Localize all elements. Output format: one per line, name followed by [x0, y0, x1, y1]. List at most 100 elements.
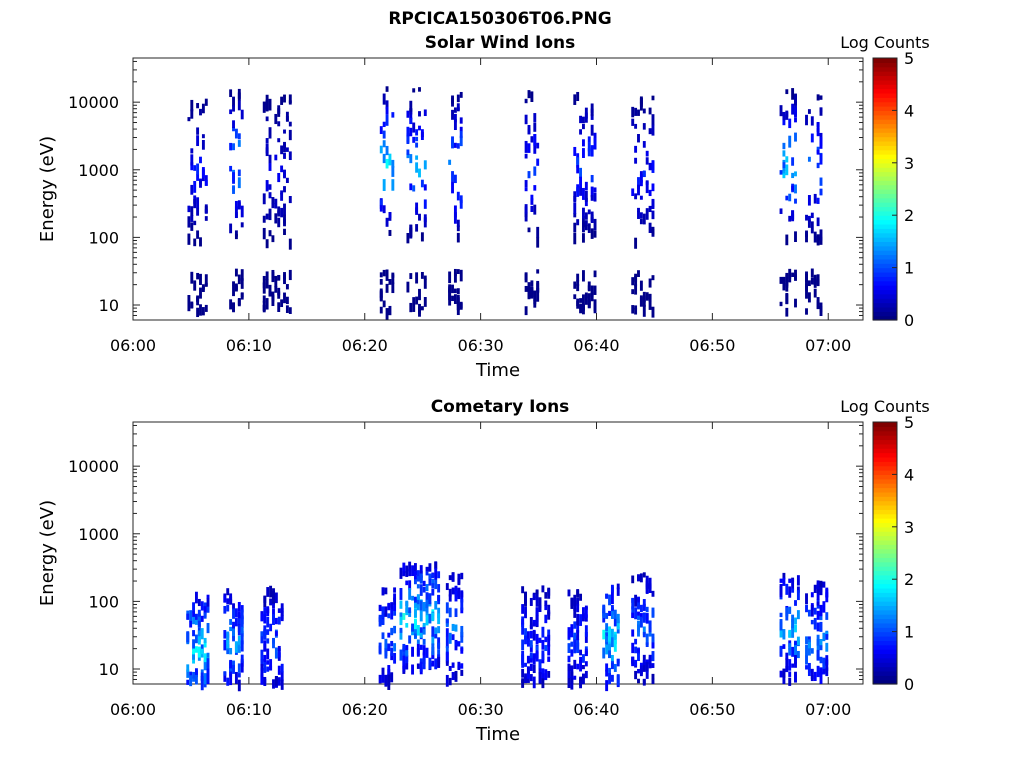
- heatmap-cell: [651, 642, 655, 649]
- heatmap-cell: [602, 604, 606, 614]
- heatmap-cell: [262, 101, 266, 113]
- heatmap-cell: [445, 646, 449, 655]
- heatmap-cell: [533, 166, 537, 176]
- heatmap-cell: [199, 237, 202, 247]
- heatmap-cell: [805, 665, 808, 670]
- heatmap-cell: [234, 230, 238, 237]
- heatmap-cell: [807, 109, 811, 114]
- heatmap-cell: [422, 602, 426, 612]
- heatmap-cell: [260, 659, 264, 666]
- heatmap-cell: [648, 577, 652, 589]
- heatmap-cell: [203, 641, 207, 648]
- heatmap-cell: [448, 159, 452, 165]
- heatmap-cell: [423, 297, 427, 307]
- heatmap-cell: [573, 598, 577, 607]
- heatmap-cell: [423, 217, 427, 228]
- heatmap-cell: [613, 663, 617, 672]
- heatmap-cell: [190, 302, 194, 309]
- heatmap-cell: [639, 573, 643, 583]
- heatmap-cell: [794, 198, 797, 204]
- heatmap-cell: [277, 121, 281, 127]
- heatmap-cell: [378, 645, 382, 653]
- heatmap-cell: [385, 158, 389, 169]
- heatmap-cell: [402, 655, 406, 665]
- heatmap-cell: [240, 626, 244, 634]
- heatmap-cell: [382, 93, 386, 105]
- heatmap-cell: [779, 619, 783, 631]
- heatmap-cell: [418, 168, 421, 178]
- heatmap-cell: [605, 628, 609, 635]
- heatmap-cell: [610, 584, 614, 592]
- heatmap-cell: [268, 290, 272, 297]
- heatmap-cell: [524, 606, 527, 619]
- heatmap-cell: [434, 579, 438, 590]
- figure-title: RPCICA150306T06.PNG: [388, 9, 611, 29]
- heatmap-cell: [579, 167, 583, 179]
- heatmap-cell: [204, 216, 208, 221]
- heatmap-cell: [271, 295, 275, 307]
- heatmap-cell: [232, 172, 235, 184]
- heatmap-cell: [634, 594, 638, 607]
- heatmap-cell: [277, 616, 281, 625]
- burst-9: [631, 572, 655, 686]
- heatmap-cell: [408, 611, 412, 617]
- heatmap-cell: [274, 647, 278, 659]
- heatmap-cell: [570, 598, 574, 607]
- heatmap-cell: [189, 675, 193, 687]
- heatmap-cell: [423, 109, 427, 117]
- heatmap-cell: [229, 593, 233, 604]
- heatmap-pixels: [186, 561, 829, 692]
- heatmap-cell: [434, 568, 438, 580]
- heatmap-cell: [274, 198, 278, 209]
- heatmap-cell: [533, 185, 537, 191]
- heatmap-cell: [460, 625, 464, 636]
- heatmap-cell: [587, 209, 591, 215]
- heatmap-cell: [226, 677, 230, 686]
- heatmap-cell: [382, 300, 386, 308]
- heatmap-cell: [265, 298, 269, 310]
- heatmap-cell: [779, 277, 783, 284]
- heatmap-cell: [274, 592, 278, 604]
- heatmap-cell: [579, 129, 583, 135]
- heatmap-cell: [648, 128, 652, 135]
- heatmap-cell: [453, 113, 457, 123]
- heatmap-cell: [788, 647, 792, 656]
- heatmap-cell: [186, 664, 190, 672]
- heatmap-cell: [412, 297, 416, 306]
- heatmap-cell: [378, 616, 382, 627]
- heatmap-cell: [648, 278, 652, 288]
- heatmap-cell: [782, 162, 786, 169]
- heatmap-cell: [810, 277, 814, 285]
- heatmap-cell: [791, 103, 795, 115]
- heatmap-cell: [237, 99, 241, 111]
- heatmap-cell: [547, 644, 551, 656]
- heatmap-cell: [240, 609, 244, 620]
- heatmap-cell: [237, 274, 241, 285]
- heatmap-cell: [459, 130, 463, 139]
- heatmap-cell: [576, 280, 580, 286]
- heatmap-cell: [584, 224, 588, 231]
- heatmap-cell: [232, 302, 235, 312]
- heatmap-cell: [448, 288, 452, 301]
- heatmap-cell: [416, 594, 420, 600]
- heatmap-cell: [385, 145, 389, 156]
- heatmap-cell: [190, 222, 194, 231]
- heatmap-cell: [794, 95, 797, 106]
- heatmap-cell: [587, 293, 591, 305]
- heatmap-cell: [379, 126, 383, 135]
- heatmap-cell: [645, 642, 649, 648]
- heatmap-cell: [203, 612, 207, 619]
- heatmap-cell: [544, 605, 548, 611]
- heatmap-cell: [390, 602, 394, 610]
- heatmap-cell: [584, 190, 588, 202]
- heatmap-cell: [794, 108, 797, 118]
- heatmap-cell: [384, 638, 388, 649]
- heatmap-cell: [280, 663, 284, 673]
- heatmap-cell: [810, 221, 814, 234]
- heatmap-cell: [648, 205, 652, 213]
- heatmap-cell: [412, 304, 416, 312]
- heatmap-cell: [805, 286, 808, 291]
- panel-title: Solar Wind Ions: [425, 33, 576, 53]
- heatmap-cell: [567, 676, 571, 689]
- heatmap-cell: [529, 640, 533, 648]
